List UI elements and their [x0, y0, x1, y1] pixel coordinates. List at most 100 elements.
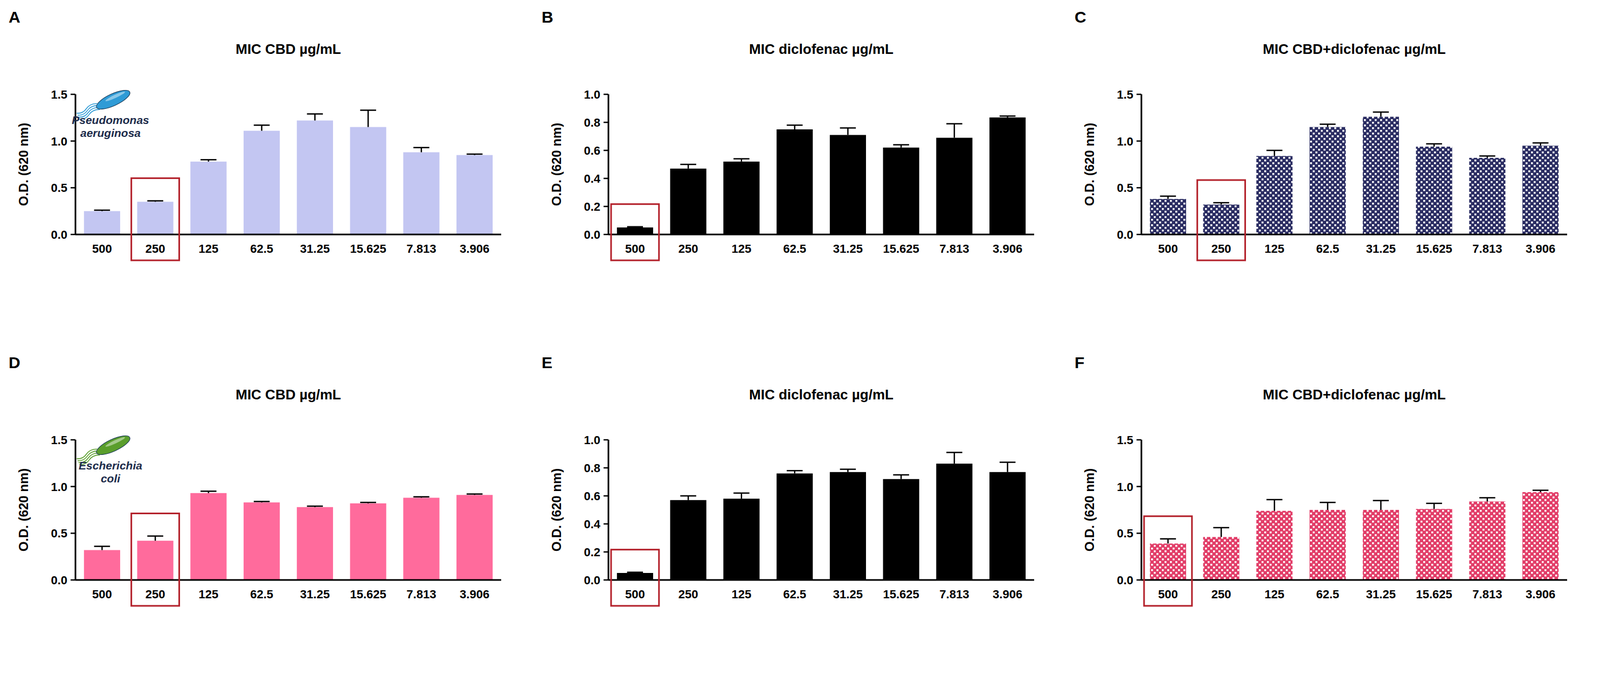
x-tick-label: 15.625 — [349, 241, 386, 256]
cell-body — [94, 432, 133, 459]
y-tick-label: 1.5 — [50, 433, 68, 447]
panel: EMIC diclofenac µg/mLO.D. (620 nm)0.00.2… — [541, 353, 1035, 606]
y-tick-label: 1.0 — [583, 433, 601, 447]
mic-box — [611, 549, 660, 606]
bar — [989, 117, 1026, 235]
bar — [617, 227, 654, 235]
x-tick-label: 3.906 — [459, 241, 490, 256]
y-axis — [1140, 94, 1143, 235]
bar — [403, 151, 440, 235]
error-bar — [1319, 123, 1336, 127]
error-bar — [1532, 490, 1549, 493]
bar — [1256, 155, 1293, 235]
panel: BMIC diclofenac µg/mLO.D. (620 nm)0.00.2… — [541, 8, 1035, 261]
y-tick-label: 0.8 — [583, 115, 601, 130]
x-tick-label: 15.625 — [349, 587, 386, 601]
error-cap — [307, 113, 324, 115]
x-axis — [608, 579, 1035, 581]
panel-letter: D — [8, 353, 21, 372]
organism-line: coli — [100, 472, 121, 485]
x-tick-label: 125 — [731, 241, 752, 256]
bars — [1150, 490, 1559, 580]
bar — [936, 137, 973, 235]
bars — [84, 109, 493, 235]
error-bar — [359, 109, 377, 127]
error-cap — [200, 490, 217, 493]
x-tick-label: 250 — [145, 587, 166, 601]
error-bar — [1373, 112, 1390, 117]
error-bar — [466, 494, 483, 496]
error-stem — [953, 452, 956, 464]
error-cap — [946, 451, 963, 454]
y-tick-label: 0.4 — [583, 171, 601, 186]
title: MIC CBD+diclofenac µg/mL — [1262, 40, 1446, 58]
y-axis — [607, 439, 610, 580]
bar — [936, 463, 973, 580]
x-tick-label: 7.813 — [939, 587, 969, 601]
error-stem — [1006, 462, 1009, 473]
error-bar — [1479, 497, 1496, 502]
x-tick-label: 500 — [625, 241, 646, 256]
error-bar — [840, 127, 857, 135]
error-cap — [786, 469, 803, 472]
x-tick-label: 500 — [92, 241, 113, 256]
error-bar — [1532, 142, 1549, 146]
bar — [1362, 116, 1399, 235]
bar — [350, 127, 387, 235]
error-bar — [999, 462, 1016, 473]
error-bar — [466, 154, 483, 156]
panel-letter: F — [1074, 353, 1085, 372]
x-axis — [608, 233, 1035, 236]
bar — [243, 130, 280, 235]
x-tick-label: 250 — [678, 241, 699, 256]
x-axis — [1141, 579, 1568, 581]
error-stem — [260, 125, 263, 131]
error-bar — [1319, 502, 1336, 510]
error-cap — [733, 157, 750, 160]
x-tick-label: 31.25 — [833, 587, 863, 601]
y-tick-label: 1.5 — [1116, 87, 1134, 102]
y-tick-label: 0.5 — [50, 181, 68, 195]
error-cap — [1160, 537, 1177, 540]
error-stem — [1273, 499, 1276, 511]
error-bar — [94, 546, 111, 551]
error-bar — [307, 506, 324, 508]
bar — [1416, 146, 1453, 235]
y-tick-label: 0.2 — [583, 199, 601, 214]
error-bar — [786, 470, 803, 474]
y-tick-label: 0.4 — [583, 517, 601, 531]
error-bar — [1479, 155, 1496, 158]
x-tick-label: 15.625 — [882, 587, 919, 601]
panel-letter: A — [8, 8, 21, 26]
title: MIC diclofenac µg/mL — [749, 386, 894, 403]
bar — [829, 472, 867, 580]
x-tick-label: 15.625 — [1415, 241, 1452, 256]
x-tick-label: 7.813 — [1472, 241, 1502, 256]
error-cap — [1532, 142, 1549, 144]
bar — [1362, 509, 1399, 580]
error-cap — [1532, 489, 1549, 491]
error-bar — [946, 123, 963, 138]
error-cap — [1266, 499, 1283, 501]
error-cap — [413, 495, 430, 498]
x-axis — [1141, 233, 1568, 236]
y-tick-label: 0.6 — [583, 143, 601, 158]
error-bar — [786, 125, 803, 130]
error-bar — [1266, 150, 1283, 156]
bar — [137, 540, 174, 580]
panel: AMIC CBD µg/mLO.D. (620 nm)0.00.51.01.55… — [8, 8, 502, 261]
error-bar — [946, 452, 963, 464]
cell-shine — [104, 435, 126, 448]
organism-line: Escherichia — [78, 459, 143, 472]
bar — [1203, 204, 1240, 235]
error-cap — [892, 143, 910, 146]
error-cap — [680, 495, 697, 497]
y-tick-label: 0.5 — [1116, 526, 1134, 540]
mic-box — [131, 178, 180, 261]
title: MIC CBD+diclofenac µg/mL — [1262, 386, 1446, 403]
x-tick-label: 7.813 — [406, 587, 436, 601]
y-tick-label: 0.0 — [1116, 227, 1134, 242]
x-tick-label: 62.5 — [250, 587, 274, 601]
error-stem — [1220, 527, 1223, 537]
error-bar — [200, 159, 217, 162]
